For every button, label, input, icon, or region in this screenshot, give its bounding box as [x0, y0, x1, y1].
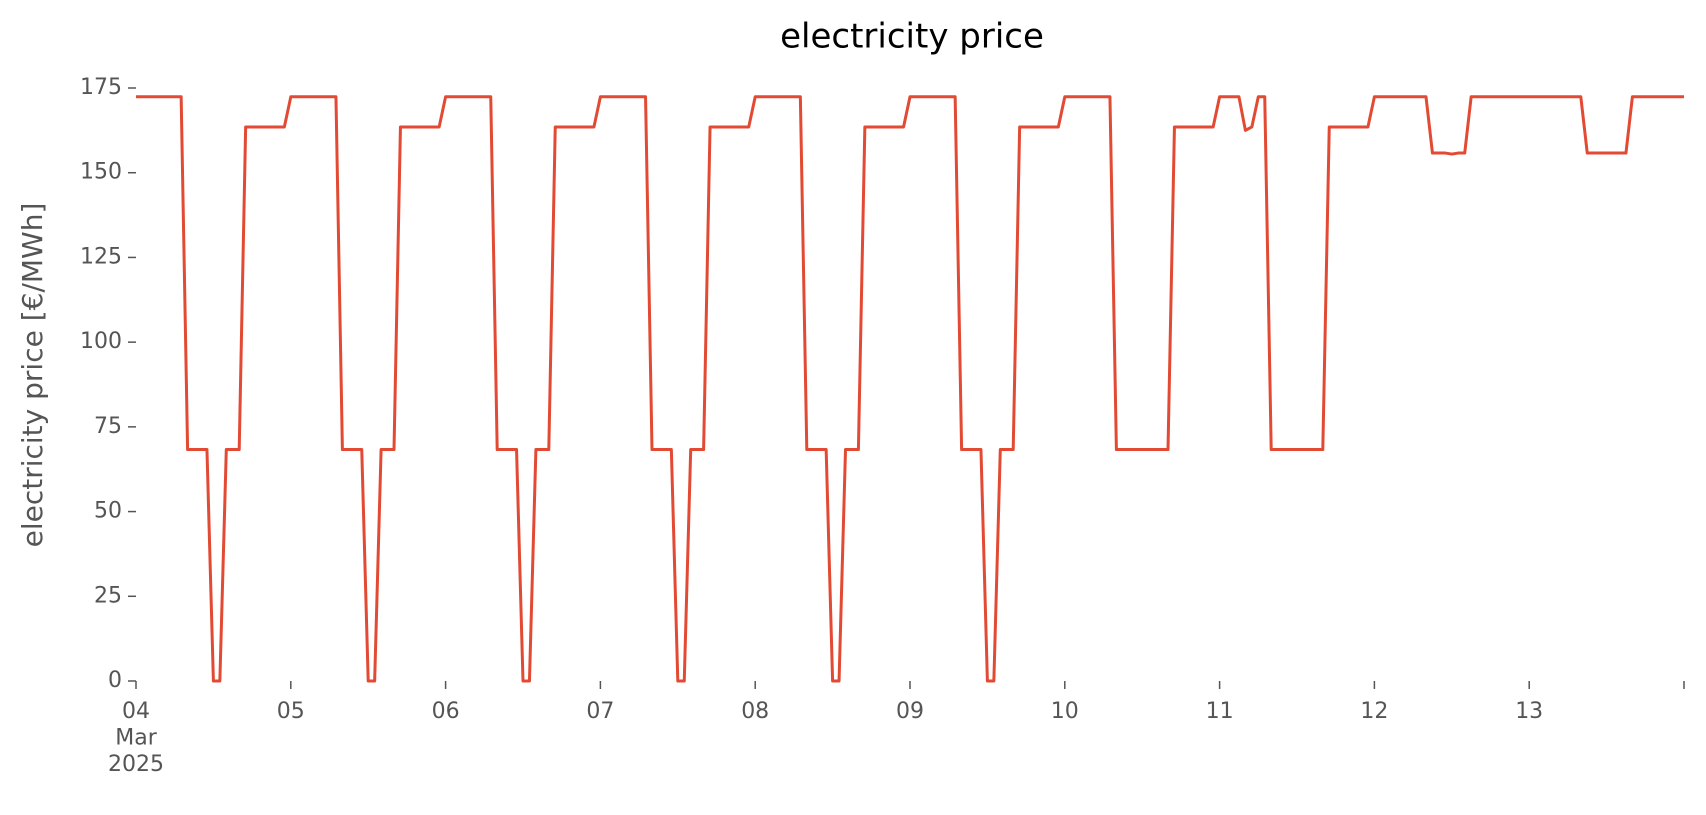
x-tick-label: 04 Mar 2025 — [108, 699, 164, 777]
chart-title: electricity price — [780, 17, 1044, 57]
y-tick-label: 0 — [108, 668, 122, 693]
x-tick-label: 07 — [586, 699, 614, 724]
x-tick-label: 05 — [277, 699, 305, 724]
y-tick-label: 75 — [94, 414, 122, 439]
x-tick-label: 10 — [1051, 699, 1079, 724]
y-tick-label: 25 — [94, 583, 122, 608]
y-tick-label: 50 — [94, 499, 122, 524]
x-tick-label: 08 — [741, 699, 769, 724]
y-tick-label: 150 — [80, 160, 122, 185]
x-tick-label: 12 — [1360, 699, 1388, 724]
y-tick-label: 175 — [80, 75, 122, 100]
y-axis-label: electricity price [€/MWh] — [16, 203, 49, 548]
x-tick-label: 13 — [1515, 699, 1543, 724]
x-tick-label: 11 — [1206, 699, 1234, 724]
price-line — [136, 95, 1684, 683]
x-tick-label: 09 — [896, 699, 924, 724]
y-tick-label: 100 — [80, 329, 122, 354]
y-tick-label: 125 — [80, 244, 122, 269]
x-tick-label: 06 — [432, 699, 460, 724]
